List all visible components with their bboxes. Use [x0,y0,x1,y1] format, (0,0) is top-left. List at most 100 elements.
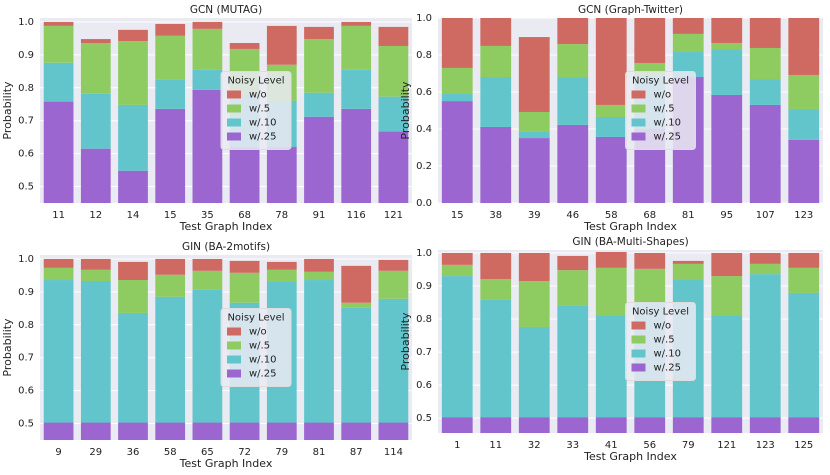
x-tick-label: 87 [350,447,363,458]
bar-segment [557,417,589,433]
bar-segment [788,18,820,75]
legend-label: w/o [654,90,672,101]
bar-segment [480,18,512,46]
bar-segment [192,28,223,70]
bar-segment [341,108,372,203]
bar-segment [595,417,627,433]
bar-segment [341,21,372,26]
bar-segment [595,315,627,418]
bar-segment [80,148,111,203]
y-tick-label: 0.8 [416,314,432,325]
bar-segment [441,264,473,277]
y-tick-label: 1.0 [416,13,432,24]
bar-segment [557,255,589,271]
x-tick-label: 14 [127,210,140,221]
subplot: 0.5 0.6 0.7 0.8 0.9 1.0 9 29 36 58 65 72 79 81 87 114 GI… [1,241,412,470]
bar-segment [43,258,74,268]
bar-segment [266,25,297,65]
x-tick-label: 116 [347,210,366,221]
x-tick-label: 15 [451,210,464,221]
bar-segment [43,267,74,281]
legend-label: w/.5 [654,335,675,346]
legend: Noisy Level w/o w/.5 w/.10 w/.25 [625,302,696,381]
x-axis-label: Test Graph Index [179,220,273,233]
bar-segment [43,422,74,440]
bar-segment [788,139,820,203]
x-tick-label: 68 [643,210,656,221]
bar-segment [80,422,111,440]
bar-segment [711,94,743,203]
bar-segment [43,280,74,423]
bar-segment [43,62,74,102]
bar-segment [118,41,148,105]
bar-segment [749,274,781,418]
y-tick-label: 1.0 [18,254,34,265]
bar-segment [441,67,473,95]
bar-segment [155,258,186,275]
bar-segment [749,104,781,203]
legend-swatch [631,118,646,127]
bar-segment [441,101,473,203]
bar-segment [595,251,627,268]
legend: Noisy Level w/o w/.5 w/.10 w/.25 [625,71,696,150]
bar-segment [749,79,781,105]
x-tick-label: 32 [528,440,541,451]
x-tick-label: 81 [313,447,326,458]
y-tick-label: 0.9 [18,287,34,298]
bar-segment [229,272,260,303]
bar-segment [518,281,550,327]
chart-title: GCN (Graph-Twitter) [578,4,683,16]
bar-segment [304,116,334,203]
bar-segment [155,108,186,203]
bar-segment [266,147,297,203]
bar-segment [480,77,512,127]
chart-title: GIN (BA-2motifs) [182,241,270,253]
subplot: 0.0 0.2 0.4 0.6 0.8 1.0 15 38 39 46 58 68 81 95 107 123… [399,4,823,233]
bar-segment [80,281,111,423]
bar-segment [595,104,627,117]
bar-segment [155,296,186,423]
bar-segment [788,292,820,418]
bar-segment [118,280,148,313]
bar-segment [118,312,148,423]
legend: Noisy Level w/o w/.5 w/.10 w/.25 [220,71,292,150]
bar-segment [266,261,297,270]
x-tick-label: 12 [89,210,102,221]
bar-segment [80,269,111,282]
bar-segment [672,417,704,433]
y-tick-label: 1.0 [416,248,432,259]
legend-swatch [631,363,646,372]
bar-segment [441,94,473,102]
bar-segment [672,260,704,264]
y-tick-label: 0.9 [18,50,34,61]
legend-title: Noisy Level [227,76,284,87]
legend-label: w/.10 [249,118,276,129]
x-tick-label: 78 [275,210,288,221]
bar-segment [634,252,666,269]
x-tick-label: 121 [717,440,736,451]
chart-title: GIN (BA-Multi-Shapes) [572,236,688,248]
y-tick-label: 0.7 [18,116,34,127]
bar-segment [155,422,186,440]
legend-swatch [631,349,646,358]
bar-segment [229,260,260,273]
bar-segment [749,252,781,264]
bar-segment [595,136,627,203]
legend-swatch [631,321,646,330]
bar-segment [341,25,372,70]
bar-segment [788,252,820,268]
subplot: 0.5 0.6 0.7 0.8 0.9 1.0 11 12 14 15 35 68 78 91 116 121… [1,4,412,233]
y-tick-label: 0.7 [416,347,432,358]
bar-segment [304,26,334,40]
bar-segment [711,276,743,316]
x-tick-label: 65 [201,447,214,458]
bar-segment [304,422,334,440]
bar-segment [634,268,666,304]
bar-segment [155,23,186,36]
x-tick-label: 56 [643,440,656,451]
y-tick-label: 0.5 [18,182,34,193]
bar-segment [595,116,627,137]
bar-segment [229,422,260,440]
bar-segment [155,274,186,297]
x-axis-label: Test Graph Index [583,220,677,233]
